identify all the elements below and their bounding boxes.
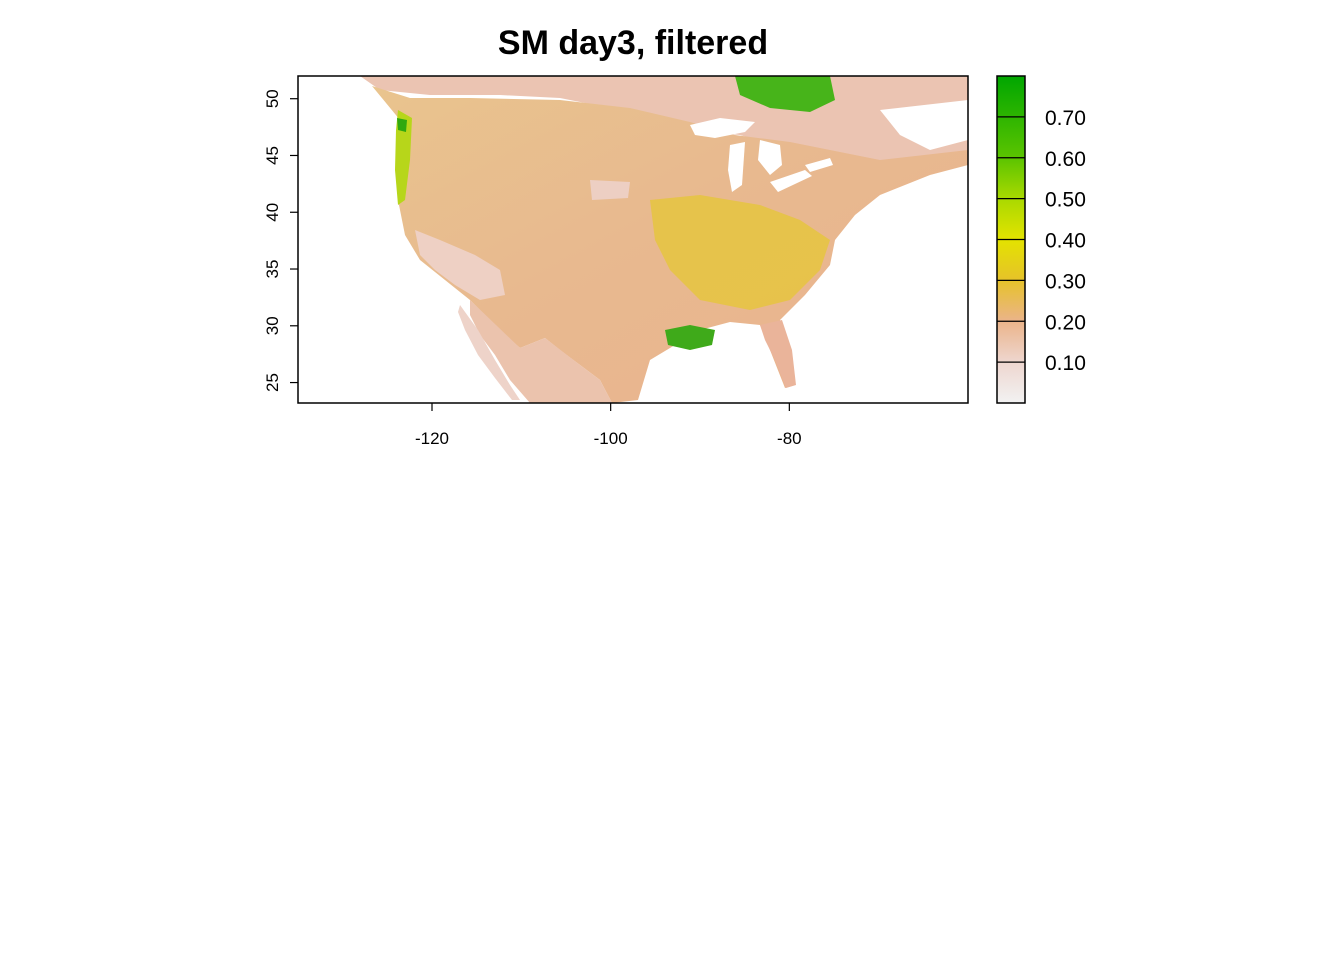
florida: [760, 320, 796, 388]
y-tick-label: 50: [263, 89, 282, 108]
color-legend: 0.10 0.20 0.30 0.40 0.50 0.60 0.70: [996, 75, 1086, 404]
x-axis: -120 -100 -80: [415, 403, 802, 448]
y-tick-label: 30: [263, 316, 282, 335]
lake-huron: [758, 140, 782, 175]
x-tick-label: -120: [415, 429, 449, 448]
great-basin: [590, 180, 630, 200]
gulf-coast-wet: [665, 325, 715, 350]
legend-tick-label: 0.50: [1045, 189, 1086, 212]
dry-southwest: [415, 230, 505, 300]
y-axis: 25 30 35 40 45 50: [263, 89, 298, 392]
legend-tick-label: 0.10: [1045, 352, 1086, 375]
y-tick-label: 45: [263, 146, 282, 165]
atlantic-gap: [880, 100, 968, 150]
lake-ontario: [805, 158, 833, 172]
x-tick-label: -80: [777, 429, 802, 448]
plot-frame: [297, 75, 969, 404]
legend-tick-label: 0.40: [1045, 230, 1086, 253]
pnw-wet: [395, 110, 412, 205]
chart-title: SM day3, filtered: [497, 24, 769, 62]
legend-tick-label: 0.20: [1045, 311, 1086, 334]
pnw-very-wet: [397, 118, 407, 132]
wet-east: [650, 195, 830, 310]
x-tick-label: -100: [594, 429, 628, 448]
lake-michigan: [728, 142, 745, 192]
quebec-wet: [735, 76, 835, 112]
lake-superior: [690, 118, 755, 138]
legend-tick-label: 0.70: [1045, 107, 1086, 130]
y-tick-label: 40: [263, 203, 282, 222]
legend-tick-label: 0.60: [1045, 148, 1086, 171]
baja-land: [458, 305, 520, 400]
y-tick-label: 25: [263, 373, 282, 392]
lake-erie: [770, 170, 812, 192]
mexico-land: [470, 300, 612, 403]
y-tick-label: 35: [263, 260, 282, 279]
map-raster: [360, 76, 968, 403]
legend-tick-label: 0.30: [1045, 270, 1086, 293]
